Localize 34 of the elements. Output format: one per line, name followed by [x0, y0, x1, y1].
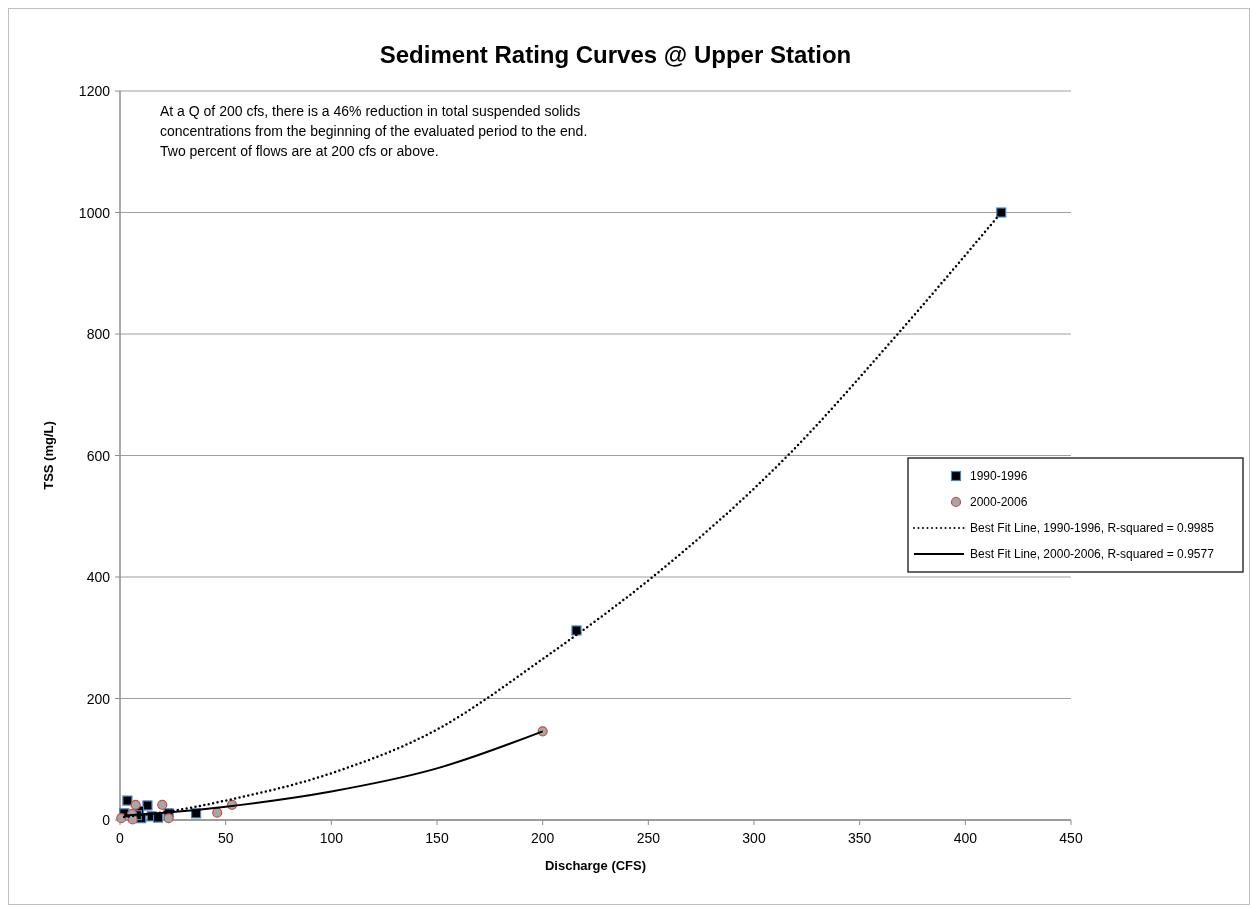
point [571, 625, 582, 636]
x-axis-title: Discharge (CFS) [544, 858, 647, 873]
y-tick-label: 200 [86, 690, 111, 707]
point [163, 813, 174, 824]
x-tick-label: 50 [217, 830, 234, 846]
point [142, 800, 153, 811]
legend-label: 2000-2006 [970, 495, 1028, 509]
x-tick-label: 0 [116, 830, 125, 846]
x-tick-label: 250 [636, 830, 661, 846]
y-tick-label: 600 [86, 447, 111, 464]
point [157, 799, 168, 810]
legend-label: 1990-1996 [970, 469, 1028, 483]
point [116, 813, 127, 824]
y-tick-label: 400 [86, 569, 111, 585]
x-tick-label: 400 [953, 830, 978, 846]
point [122, 795, 133, 806]
point [996, 207, 1007, 218]
legend-label: Best Fit Line, 1990-1996, R-squared = 0.9985 [970, 521, 1215, 535]
y-tick-label: 1200 [78, 83, 111, 99]
point [212, 807, 223, 818]
legend-label: Best Fit Line, 2000-2006, R-squared = 0.9577 [970, 547, 1215, 561]
y-tick-label: 1000 [78, 204, 111, 221]
point [130, 799, 141, 810]
y-tick-label: 800 [86, 326, 111, 342]
x-tick-label: 100 [319, 830, 344, 846]
x-tick-label: 200 [530, 830, 555, 846]
x-tick-label: 450 [1059, 830, 1083, 846]
x-tick-label: 350 [847, 830, 872, 846]
chart-title: Sediment Rating Curves @ Upper Station [379, 41, 852, 68]
annotation: At a Q of 200 cfs, there is a 46% reduction in total suspended solids concentrations from the beginning of the evaluated period to the end. Two percent of flows are at 200 cfs or above. [160, 103, 588, 159]
x-tick-label: 150 [425, 830, 449, 846]
x-tick-label: 300 [742, 830, 766, 846]
y-axis-title: TSS (mg/L) [41, 421, 56, 490]
y-tick-label: 0 [102, 812, 111, 828]
